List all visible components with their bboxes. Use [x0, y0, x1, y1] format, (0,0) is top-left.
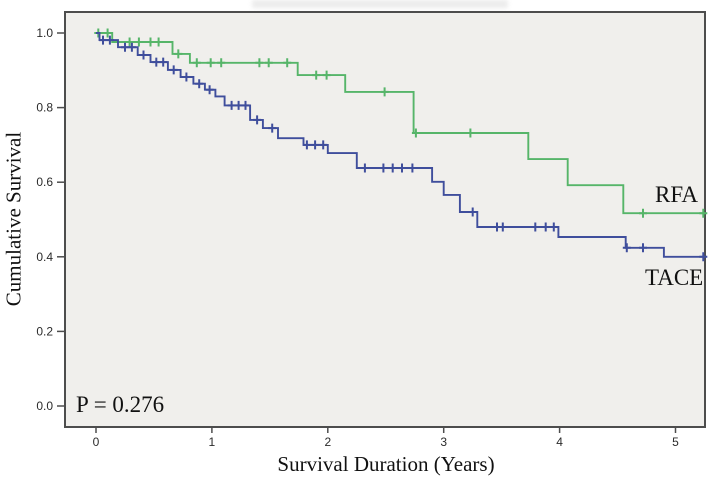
x-axis-tick-label: 2: [324, 435, 331, 449]
x-axis-tick-label: 5: [672, 435, 679, 449]
p-value-annotation: P = 0.276: [76, 392, 165, 417]
x-axis-title: Survival Duration (Years): [277, 452, 495, 476]
y-axis-title: Cumulative Survival: [1, 131, 26, 307]
series-label-tace: TACE: [645, 265, 704, 290]
plot-area: [64, 11, 706, 428]
y-axis-tick-label: 0.0: [36, 399, 53, 413]
y-axis-tick-label: 1.0: [36, 26, 53, 40]
y-axis-tick-label: 0.2: [36, 324, 53, 338]
x-axis-tick-label: 0: [93, 435, 100, 449]
y-axis-tick-label: 0.8: [36, 101, 53, 115]
survival-curve-rfa: [96, 32, 705, 215]
x-axis-tick-label: 3: [440, 435, 447, 449]
censor-marks-rfa: [94, 28, 708, 218]
faded-title-artifact: [252, 0, 508, 8]
y-axis-tick-label: 0.4: [36, 250, 53, 264]
y-axis-tick-label: 0.6: [36, 175, 53, 189]
censor-marks-tace: [99, 35, 708, 262]
survival-curve-tace: [96, 32, 705, 258]
x-axis-tick-label: 4: [556, 435, 563, 449]
x-axis-tick-label: 1: [209, 435, 216, 449]
series-label-rfa: RFA: [655, 182, 699, 207]
